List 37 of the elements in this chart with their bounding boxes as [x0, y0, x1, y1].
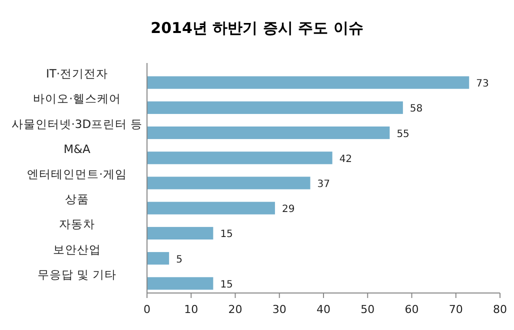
data-label: 15 [220, 229, 233, 240]
bar [147, 176, 310, 190]
data-label: 37 [317, 179, 330, 190]
y-tick-label: 사물인터넷·3D프린터 등 [11, 116, 143, 131]
y-tick-label: 자동차 [59, 217, 95, 232]
data-label: 42 [339, 154, 352, 165]
bar [147, 101, 403, 114]
data-label: 5 [176, 254, 182, 266]
y-tick-label: 바이오·헬스케어 [33, 92, 121, 106]
y-tick-label: 무응답 및 기타 [37, 267, 117, 282]
x-tick-label: 60 [404, 303, 419, 316]
data-label: 58 [410, 104, 423, 115]
bar [147, 202, 275, 214]
bar [147, 152, 332, 164]
data-label: 29 [282, 204, 295, 216]
y-tick-label: 상품 [65, 192, 89, 206]
bar [147, 277, 214, 290]
y-tick-label: M&A [64, 142, 91, 156]
x-tick-label: 30 [272, 303, 286, 316]
bar [147, 126, 390, 140]
x-tick-label: 50 [360, 303, 375, 316]
x-tick-label: 40 [316, 303, 330, 316]
x-tick-label: 70 [448, 303, 463, 316]
x-tick-label: 80 [493, 303, 507, 316]
bar [147, 76, 470, 89]
y-tick-label: 엔터테인먼트·게임 [27, 167, 127, 181]
x-tick-label: 20 [228, 303, 242, 316]
data-label: 73 [476, 78, 489, 90]
data-label: 55 [396, 128, 410, 140]
bar [147, 226, 214, 240]
y-tick-label: IT·전기전자 [46, 66, 108, 81]
chart-title: 2014년 하반기 증시 주도 이슈 [150, 19, 364, 37]
y-tick-label: 보안산업 [53, 242, 101, 256]
bar [147, 252, 170, 265]
x-tick-label: 0 [144, 303, 150, 316]
data-label: 15 [220, 279, 233, 290]
x-tick-label: 10 [184, 303, 198, 316]
